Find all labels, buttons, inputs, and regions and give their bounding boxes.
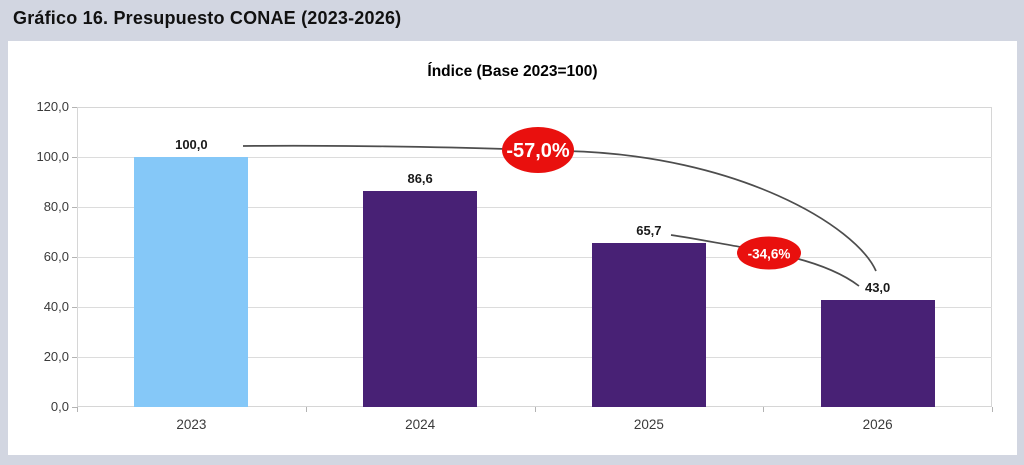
bar-value-label: 100,0 [175, 137, 208, 152]
y-axis-tick-mark [72, 407, 77, 408]
x-axis-tick-mark [77, 407, 78, 412]
x-axis-label: 2024 [405, 417, 436, 432]
chart-title: Índice (Base 2023=100) [427, 63, 598, 80]
y-axis-tick-label: 20,0 [43, 349, 69, 364]
y-axis-tick-mark [72, 257, 77, 258]
y-axis-tick-mark [72, 357, 77, 358]
y-axis-tick-mark [72, 307, 77, 308]
bar-value-label: 43,0 [864, 279, 891, 295]
x-axis-tick-mark [534, 407, 536, 412]
annotation-label-34: -34,6% [748, 247, 791, 262]
annotation-line-2025-to-oval34 [670, 234, 742, 248]
annotation-oval-57 [502, 127, 574, 173]
chart-canvas: Índice (Base 2023=100) -57,0% -34,6% 0,0… [8, 41, 1017, 455]
annotation-line-2023-to-oval57 [242, 144, 507, 150]
bar [134, 157, 249, 407]
y-axis-tick-label: 0,0 [50, 399, 69, 414]
annotation-line-oval57-to-2026 [565, 150, 877, 272]
annotation-line-oval34-to-2026 [794, 257, 860, 287]
x-axis-label: 2026 [862, 417, 893, 432]
gridline [77, 207, 992, 208]
y-axis-tick-label: 40,0 [43, 299, 69, 314]
gridline [77, 307, 992, 308]
y-axis-tick-mark [72, 157, 77, 158]
y-axis-tick-label: 120,0 [36, 99, 69, 114]
y-axis-tick-label: 80,0 [43, 199, 69, 214]
gridline [77, 257, 992, 258]
page-title: Gráfico 16. Presupuesto CONAE (2023-2026… [13, 8, 402, 28]
bar [591, 242, 706, 407]
y-axis-tick-label: 100,0 [36, 149, 69, 164]
bar-value-label: 86,6 [407, 170, 433, 186]
y-axis-tick-mark [72, 107, 77, 108]
x-axis-label: 2023 [176, 417, 207, 432]
gridline [77, 357, 992, 358]
bar [363, 190, 478, 407]
y-axis-tick-mark [72, 207, 77, 208]
x-axis-tick-mark [763, 407, 765, 412]
y-axis-tick-label: 60,0 [43, 249, 69, 264]
x-axis-tick-mark [992, 407, 993, 412]
bar [820, 299, 935, 407]
annotation-oval-34 [737, 236, 801, 270]
annotation-overlay: -57,0% -34,6% [242, 127, 877, 287]
annotation-label-57: -57,0% [506, 140, 570, 162]
x-axis-label: 2025 [633, 417, 664, 432]
bar-value-label: 65,7 [636, 222, 662, 238]
x-axis-tick-mark [305, 407, 307, 412]
